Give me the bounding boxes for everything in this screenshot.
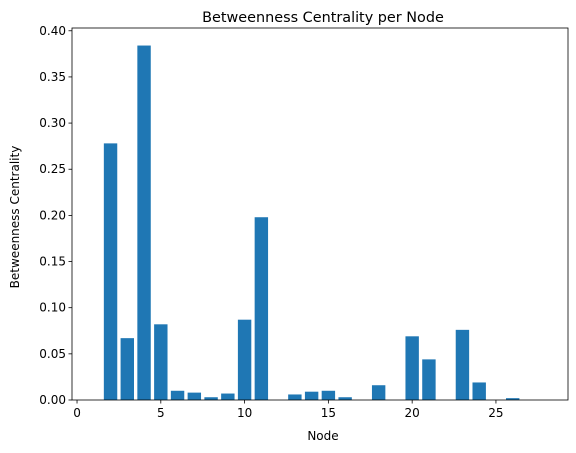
y-tick-label: 0.15 [39, 255, 66, 269]
y-tick-label: 0.30 [39, 116, 66, 130]
bar-node-18 [371, 385, 386, 400]
y-tick-label: 0.20 [39, 208, 66, 222]
bars-group [103, 45, 520, 400]
x-tick-label: 0 [73, 406, 81, 420]
bar-node-8 [204, 397, 218, 400]
bar-node-23 [455, 329, 470, 400]
bar-node-24 [472, 382, 486, 400]
y-tick-label: 0.40 [39, 24, 66, 38]
bar-node-26 [506, 398, 520, 400]
y-tick-label: 0.10 [39, 301, 66, 315]
bar-node-20 [405, 336, 419, 400]
x-axis-ticks: 0 5 10 15 20 25 [73, 400, 504, 420]
bar-node-2 [103, 143, 118, 400]
x-tick-label: 25 [488, 406, 503, 420]
plot-frame [71, 27, 569, 401]
y-tick-label: 0.35 [39, 70, 66, 84]
x-tick-label: 5 [157, 406, 165, 420]
y-axis-ticks: 0.00 0.05 0.10 0.15 0.20 0.25 0.30 0.35 0.40 [39, 24, 72, 407]
x-tick-label: 20 [405, 406, 420, 420]
bar-node-10 [237, 319, 252, 400]
x-axis-label: Node [307, 429, 338, 443]
x-tick-label: 15 [321, 406, 336, 420]
y-tick-label: 0.25 [39, 162, 66, 176]
y-tick-label: 0.00 [39, 393, 66, 407]
y-axis-label: Betweenness Centrality [8, 146, 22, 289]
bar-node-3 [120, 338, 134, 400]
bar-node-16 [338, 397, 352, 400]
y-tick-label: 0.05 [39, 347, 66, 361]
bar-node-11 [254, 217, 269, 400]
bar-node-21 [422, 359, 436, 400]
x-tick-label: 10 [237, 406, 252, 420]
chart-title: Betweenness Centrality per Node [202, 10, 444, 26]
bar-node-6 [170, 390, 185, 400]
bar-node-14 [304, 391, 319, 400]
bar-node-13 [288, 394, 302, 400]
bar-node-7 [187, 392, 202, 400]
bar-node-9 [221, 393, 235, 400]
bar-node-15 [321, 390, 336, 400]
bar-node-5 [154, 324, 168, 400]
bar-node-4 [137, 45, 151, 400]
